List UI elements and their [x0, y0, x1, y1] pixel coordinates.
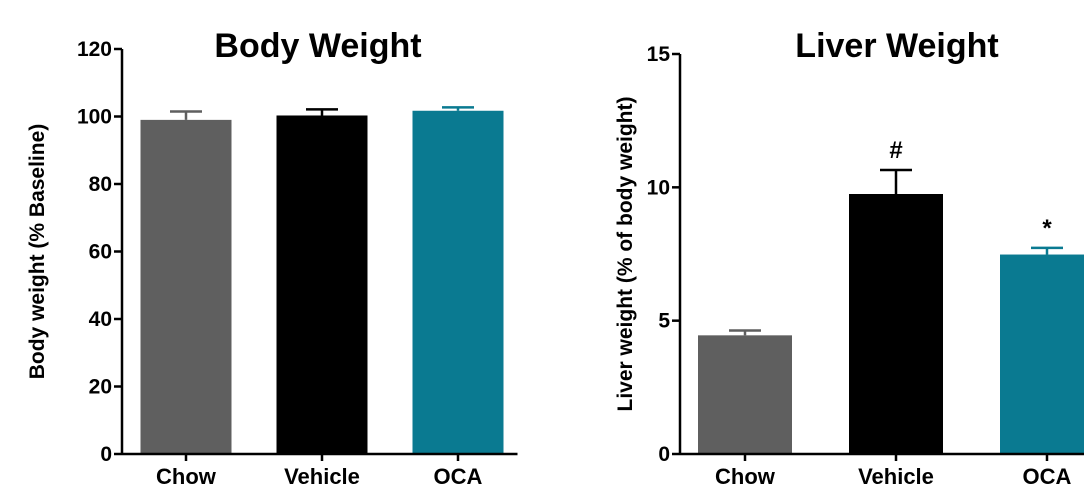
significance-marker-vehicle: #	[889, 137, 902, 164]
y-tick-label: 40	[89, 308, 112, 331]
y-tick-label: 80	[89, 173, 112, 196]
body-weight-panel: Body Weight Body weight (% Baseline) Cho…	[26, 27, 518, 489]
y-tick-label: 100	[77, 106, 112, 129]
y-axis-label: Liver weight (% of body weight)	[614, 97, 637, 412]
y-tick-label: 20	[89, 376, 112, 399]
y-tick-label: 10	[647, 176, 670, 199]
bar-oca	[1000, 254, 1084, 454]
y-tick-label: 60	[89, 241, 112, 264]
x-tick-label-chow: Chow	[156, 464, 217, 489]
liver-weight-panel: Liver Weight Liver weight (% of body wei…	[614, 27, 1084, 489]
chart-title: Body Weight	[214, 27, 421, 65]
y-tick-label: 120	[77, 38, 112, 61]
bar-vehicle	[849, 194, 943, 454]
y-tick-label: 0	[658, 443, 670, 466]
y-tick-label: 5	[658, 310, 670, 333]
y-tick-label: 0	[100, 443, 112, 466]
y-axis-label: Body weight (% Baseline)	[26, 124, 49, 380]
bar-oca	[412, 110, 504, 454]
bar-chow	[698, 335, 792, 454]
x-tick-label-oca: OCA	[434, 464, 483, 489]
bar-vehicle	[276, 115, 368, 455]
x-tick-label-oca: OCA	[1023, 464, 1072, 489]
x-tick-label-vehicle: Vehicle	[284, 464, 360, 489]
x-tick-label-chow: Chow	[715, 464, 776, 489]
bar-chow	[140, 119, 232, 454]
significance-marker-oca: *	[1042, 215, 1052, 242]
y-tick-label: 15	[647, 43, 671, 66]
x-tick-label-vehicle: Vehicle	[858, 464, 934, 489]
chart-title: Liver Weight	[795, 27, 998, 65]
